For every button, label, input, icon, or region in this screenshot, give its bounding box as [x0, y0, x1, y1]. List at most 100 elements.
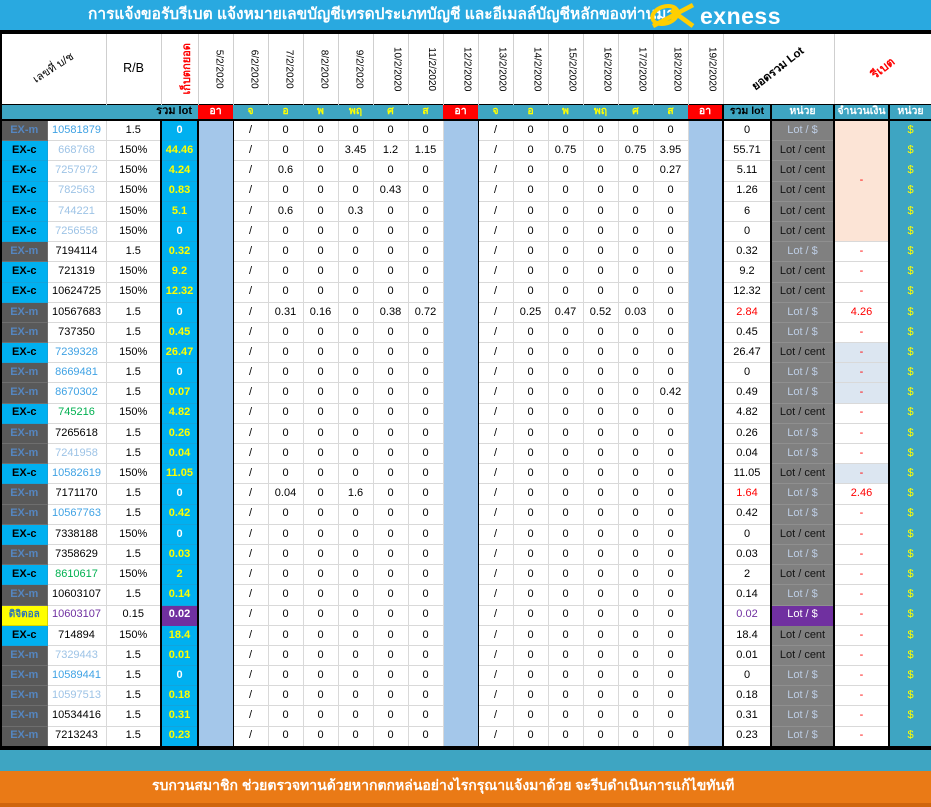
day-lot-cell[interactable]: / — [232, 261, 269, 283]
day-lot-cell[interactable]: 0 — [617, 483, 654, 505]
day-lot-cell[interactable]: 0 — [582, 342, 619, 364]
day-lot-cell[interactable]: / — [232, 140, 269, 162]
day-lot-cell[interactable]: 0 — [582, 584, 619, 606]
day-lot-cell[interactable]: 0 — [337, 584, 374, 606]
weekend-cell[interactable] — [442, 241, 479, 262]
total-lot-cell[interactable]: 9.2 — [722, 261, 772, 283]
currency-cell[interactable]: $ — [888, 725, 931, 748]
weekend-cell[interactable] — [442, 483, 479, 505]
type-cell[interactable]: EX-c — [0, 200, 48, 222]
day-lot-cell[interactable]: 0 — [512, 281, 549, 303]
amount-cell[interactable]: - — [833, 665, 890, 687]
day-lot-cell[interactable]: 0 — [512, 140, 549, 162]
rb-cell[interactable]: 1.5 — [105, 584, 162, 606]
rb-cell[interactable]: 150% — [105, 200, 162, 222]
account-cell[interactable]: 8670302 — [46, 382, 107, 404]
day-lot-cell[interactable]: 0 — [617, 523, 654, 545]
account-cell[interactable]: 10534416 — [46, 705, 107, 727]
unit-cell[interactable]: Lot / cent — [770, 644, 835, 667]
day-lot-cell[interactable]: 0 — [547, 685, 584, 707]
day-lot-cell[interactable]: / — [477, 584, 514, 606]
day-lot-cell[interactable]: / — [477, 342, 514, 364]
day-lot-cell[interactable]: 0.6 — [267, 160, 304, 182]
day-lot-cell[interactable]: / — [232, 543, 269, 566]
unit-cell[interactable]: Lot / $ — [770, 665, 835, 687]
day-lot-cell[interactable]: 0 — [582, 200, 619, 222]
day-lot-cell[interactable]: 0 — [652, 644, 689, 667]
weekend-cell[interactable] — [197, 443, 234, 464]
day-lot-cell[interactable]: / — [477, 220, 514, 243]
account-cell[interactable]: 10581879 — [46, 119, 107, 142]
carry-sum-cell[interactable]: 0.31 — [160, 705, 199, 727]
unit-cell[interactable]: Lot / cent — [770, 342, 835, 364]
day-lot-cell[interactable]: 0 — [407, 503, 444, 525]
weekend-cell[interactable] — [197, 362, 234, 383]
day-lot-cell[interactable]: 0 — [337, 442, 374, 465]
day-lot-cell[interactable]: 0 — [547, 119, 584, 142]
currency-cell[interactable]: $ — [888, 140, 931, 162]
day-lot-cell[interactable]: 0 — [547, 584, 584, 606]
day-lot-cell[interactable]: 0 — [407, 382, 444, 404]
day-lot-cell[interactable]: 0 — [337, 261, 374, 283]
date-column-header[interactable]: 11/2/2020 — [407, 33, 443, 105]
day-lot-cell[interactable]: 0 — [547, 543, 584, 566]
rb-cell[interactable]: 1.5 — [105, 382, 162, 404]
day-lot-cell[interactable]: 0 — [652, 624, 689, 646]
day-lot-cell[interactable]: 0 — [407, 624, 444, 646]
unit-cell[interactable]: Lot / $ — [770, 119, 835, 142]
weekend-cell[interactable] — [197, 544, 234, 565]
currency-cell[interactable]: $ — [888, 685, 931, 707]
day-lot-cell[interactable]: 0 — [267, 523, 304, 545]
day-lot-cell[interactable]: 0 — [407, 241, 444, 263]
day-lot-cell[interactable]: 0 — [302, 422, 339, 445]
account-cell[interactable]: 7213243 — [46, 725, 107, 748]
weekend-cell[interactable] — [197, 181, 234, 202]
weekend-cell[interactable] — [442, 544, 479, 565]
day-lot-cell[interactable]: 0 — [547, 422, 584, 445]
day-lot-cell[interactable]: 0 — [547, 665, 584, 687]
type-cell[interactable]: EX-m — [0, 119, 48, 142]
day-lot-cell[interactable]: 0 — [617, 564, 654, 586]
day-lot-cell[interactable]: 0 — [302, 564, 339, 586]
weekend-cell[interactable] — [687, 362, 724, 383]
day-lot-cell[interactable]: 0 — [582, 705, 619, 727]
total-lot-column-header[interactable]: ยอดรวม Lot — [722, 33, 834, 105]
weekend-cell[interactable] — [687, 181, 724, 202]
day-lot-cell[interactable]: 0 — [407, 442, 444, 465]
total-lot-cell[interactable]: 18.4 — [722, 624, 772, 646]
day-lot-cell[interactable]: 0 — [337, 523, 374, 545]
day-lot-cell[interactable]: 1.2 — [372, 140, 409, 162]
day-lot-cell[interactable]: 0 — [512, 543, 549, 566]
day-lot-cell[interactable]: 0 — [407, 665, 444, 687]
day-lot-cell[interactable]: 0 — [407, 463, 444, 485]
day-lot-cell[interactable]: 0 — [582, 402, 619, 424]
day-lot-cell[interactable]: 0 — [547, 160, 584, 182]
day-lot-cell[interactable]: 0 — [407, 564, 444, 586]
day-lot-cell[interactable]: 0 — [582, 160, 619, 182]
weekend-cell[interactable] — [687, 221, 724, 242]
currency-cell[interactable]: $ — [888, 523, 931, 545]
day-lot-cell[interactable]: 0 — [547, 725, 584, 748]
currency-cell[interactable]: $ — [888, 543, 931, 566]
type-cell[interactable]: EX-m — [0, 301, 48, 323]
amount-cell[interactable]: - — [833, 503, 890, 525]
total-lot-cell[interactable]: 0 — [722, 119, 772, 142]
day-lot-cell[interactable]: 0 — [512, 644, 549, 667]
rb-cell[interactable]: 150% — [105, 220, 162, 243]
weekend-cell[interactable] — [197, 524, 234, 545]
day-lot-cell[interactable]: 0 — [267, 422, 304, 445]
day-lot-cell[interactable]: 0 — [372, 281, 409, 303]
day-lot-cell[interactable]: 0 — [582, 463, 619, 485]
day-lot-cell[interactable]: 0 — [582, 362, 619, 384]
day-lot-cell[interactable]: 0 — [547, 180, 584, 202]
day-lot-cell[interactable]: 0 — [652, 301, 689, 323]
day-lot-cell[interactable]: 0 — [407, 725, 444, 748]
carry-sum-cell[interactable]: 0.02 — [160, 604, 199, 626]
day-lot-cell[interactable]: / — [477, 402, 514, 424]
day-lot-cell[interactable]: 0 — [337, 665, 374, 687]
rb-cell[interactable]: 150% — [105, 160, 162, 182]
day-lot-cell[interactable]: 0 — [652, 321, 689, 344]
account-cell[interactable]: 10567683 — [46, 301, 107, 323]
account-cell[interactable]: 10582619 — [46, 463, 107, 485]
day-lot-cell[interactable]: 0 — [582, 624, 619, 646]
